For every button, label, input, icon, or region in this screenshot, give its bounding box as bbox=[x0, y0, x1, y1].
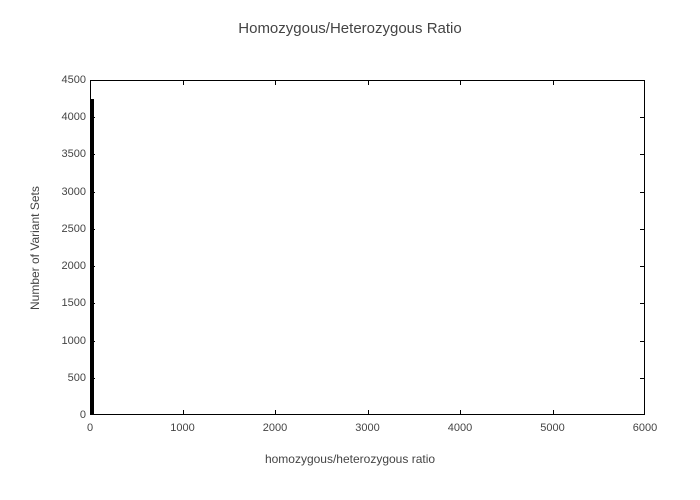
x-tick-mark-top bbox=[183, 80, 184, 85]
x-tick-mark bbox=[553, 410, 554, 415]
x-tick-label: 6000 bbox=[633, 422, 657, 434]
y-tick-label: 1500 bbox=[62, 297, 86, 309]
y-tick-label: 2000 bbox=[62, 260, 86, 272]
y-tick-label: 500 bbox=[68, 372, 86, 384]
x-tick-label: 3000 bbox=[355, 422, 379, 434]
y-tick-mark-right bbox=[640, 341, 645, 342]
x-tick-mark bbox=[183, 410, 184, 415]
y-tick-mark-right bbox=[640, 154, 645, 155]
x-tick-mark-top bbox=[368, 80, 369, 85]
y-tick-mark-right bbox=[640, 303, 645, 304]
x-tick-mark-top bbox=[460, 80, 461, 85]
y-tick-label: 0 bbox=[80, 409, 86, 421]
y-tick-label: 3500 bbox=[62, 148, 86, 160]
y-tick-label: 1000 bbox=[62, 335, 86, 347]
y-axis-label: Number of Variant Sets bbox=[28, 186, 42, 310]
x-tick-label: 1000 bbox=[170, 422, 194, 434]
x-tick-mark-top bbox=[275, 80, 276, 85]
plot-area bbox=[90, 80, 645, 415]
y-tick-mark-right bbox=[640, 266, 645, 267]
x-tick-label: 2000 bbox=[263, 422, 287, 434]
y-tick-label: 4500 bbox=[62, 74, 86, 86]
histogram-bar bbox=[90, 99, 94, 415]
chart-title: Homozygous/Heterozygous Ratio bbox=[0, 20, 700, 37]
y-tick-mark-right bbox=[640, 229, 645, 230]
x-tick-mark bbox=[275, 410, 276, 415]
x-tick-label: 5000 bbox=[540, 422, 564, 434]
x-tick-mark bbox=[368, 410, 369, 415]
x-axis-label: homozygous/heterozygous ratio bbox=[0, 452, 700, 466]
y-tick-label: 2500 bbox=[62, 223, 86, 235]
y-tick-mark-right bbox=[640, 378, 645, 379]
y-tick-label: 4000 bbox=[62, 111, 86, 123]
x-tick-mark-top bbox=[553, 80, 554, 85]
y-tick-mark-right bbox=[640, 117, 645, 118]
x-tick-label: 0 bbox=[87, 422, 93, 434]
x-tick-label: 4000 bbox=[448, 422, 472, 434]
y-tick-label: 3000 bbox=[62, 186, 86, 198]
y-tick-mark-right bbox=[640, 192, 645, 193]
x-tick-mark bbox=[460, 410, 461, 415]
